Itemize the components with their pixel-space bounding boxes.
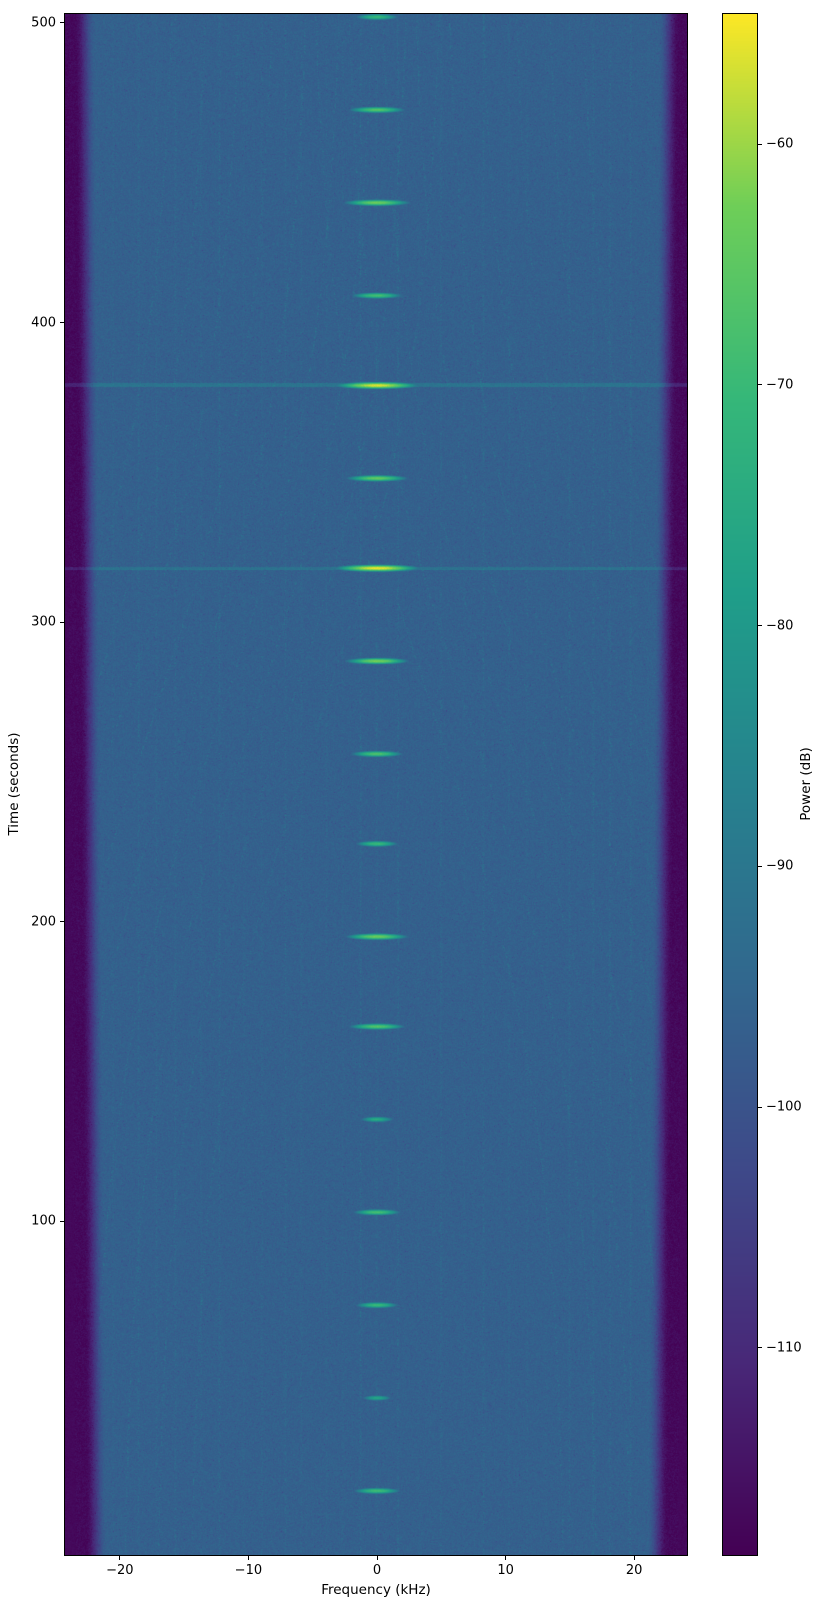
y-tick-label: 200 — [31, 914, 56, 930]
colorbar-tick-label: −90 — [766, 858, 794, 874]
colorbar-tick-label: −110 — [766, 1340, 802, 1356]
y-tick-mark — [60, 1220, 64, 1222]
y-tick-mark — [60, 621, 64, 623]
colorbar-tick-label: −70 — [766, 377, 794, 393]
x-tick-label: −20 — [106, 1563, 134, 1578]
y-tick-label: 400 — [31, 315, 56, 331]
colorbar-title: Power (dB) — [798, 747, 814, 821]
x-tick-mark — [376, 1556, 378, 1560]
colorbar-tick-mark — [758, 865, 762, 867]
x-tick-mark — [505, 1556, 507, 1560]
colorbar-tick-mark — [758, 625, 762, 627]
y-tick-label: 500 — [31, 15, 56, 31]
colorbar-tick-mark — [758, 1106, 762, 1108]
y-axis-title: Time (seconds) — [6, 732, 22, 836]
y-tick-mark — [60, 22, 64, 24]
colorbar-gradient — [723, 14, 757, 1555]
x-tick-label: 0 — [372, 1563, 382, 1578]
x-tick-label: 20 — [625, 1563, 643, 1578]
x-tick-mark — [633, 1556, 635, 1560]
spectrogram-heatmap — [65, 14, 687, 1555]
x-tick-label: 10 — [497, 1563, 514, 1578]
x-tick-mark — [119, 1556, 121, 1560]
x-tick-mark — [247, 1556, 249, 1560]
x-axis-title: Frequency (kHz) — [321, 1582, 431, 1598]
x-tick-label: −10 — [234, 1563, 263, 1578]
colorbar-tick-label: −80 — [766, 618, 794, 634]
colorbar-tick-mark — [758, 1347, 762, 1349]
y-tick-label: 100 — [31, 1213, 56, 1229]
y-tick-mark — [60, 322, 64, 324]
colorbar-tick-mark — [758, 384, 762, 386]
colorbar-tick-label: −100 — [766, 1099, 802, 1115]
y-tick-mark — [60, 921, 64, 923]
colorbar-tick-mark — [758, 143, 762, 145]
colorbar-tick-label: −60 — [766, 136, 794, 152]
y-tick-label: 300 — [31, 614, 56, 630]
